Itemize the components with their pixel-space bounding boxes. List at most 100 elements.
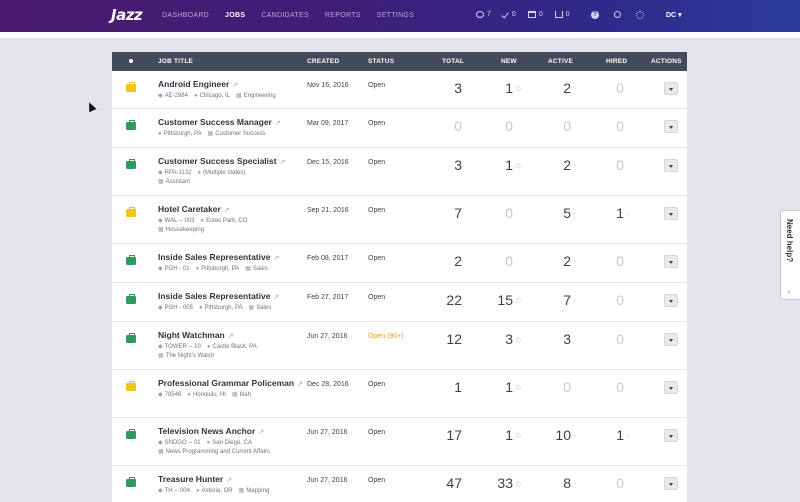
job-title-link[interactable]: Night Watchman ↗ bbox=[158, 330, 234, 340]
row-actions-dropdown[interactable] bbox=[664, 159, 678, 172]
external-link-icon[interactable]: ↗ bbox=[273, 255, 280, 262]
col-new[interactable]: New bbox=[501, 58, 517, 65]
active-count[interactable]: 2 bbox=[563, 157, 571, 173]
external-link-icon[interactable]: ↗ bbox=[226, 477, 233, 484]
row-actions-dropdown[interactable] bbox=[664, 429, 678, 442]
table-row[interactable]: Android Engineer ↗ ◆ AE-2984 ● Chicago, IL ▦ En… bbox=[112, 71, 687, 109]
col-hired[interactable]: Hired bbox=[606, 58, 628, 65]
col-job-title[interactable]: Job Title bbox=[158, 58, 194, 65]
new-count[interactable]: 3 bbox=[505, 331, 513, 347]
row-actions-dropdown[interactable] bbox=[664, 207, 678, 220]
gear-icon[interactable] bbox=[636, 11, 644, 19]
job-title-link[interactable]: Customer Success Specialist ↗ bbox=[158, 156, 285, 166]
new-count[interactable]: 0 bbox=[505, 118, 513, 134]
active-count[interactable]: 8 bbox=[563, 475, 571, 491]
active-count[interactable]: 7 bbox=[563, 292, 571, 308]
row-actions-dropdown[interactable] bbox=[664, 381, 678, 394]
table-row[interactable]: Treasure Hunter ↗ ◆ TH -- 004 ● Astoria, OR ▦ M… bbox=[112, 466, 687, 502]
table-row[interactable]: Customer Success Specialist ↗ ◆ RPA-1132 ● (M… bbox=[112, 148, 687, 196]
active-count[interactable]: 2 bbox=[563, 253, 571, 269]
total-count[interactable]: 22 bbox=[446, 292, 462, 308]
total-count[interactable]: 17 bbox=[446, 427, 462, 443]
nav-item-settings[interactable]: Settings bbox=[376, 12, 415, 19]
job-title-link[interactable]: Television News Anchor ↗ bbox=[158, 426, 264, 436]
new-count[interactable]: 15 bbox=[497, 292, 513, 308]
table-row[interactable]: Night Watchman ↗ ◆ TOWER -- 10 ● Castle Black… bbox=[112, 322, 687, 370]
search-icon[interactable] bbox=[614, 11, 621, 18]
external-link-icon[interactable]: ↗ bbox=[279, 159, 286, 166]
new-count[interactable]: 33 bbox=[497, 475, 513, 491]
active-count[interactable]: 0 bbox=[563, 379, 571, 395]
hired-count[interactable]: 0 bbox=[616, 157, 624, 173]
row-actions-dropdown[interactable] bbox=[664, 333, 678, 346]
table-row[interactable]: Hotel Caretaker ↗ ◆ WAL -- 003 ● Estes Park, … bbox=[112, 196, 687, 244]
external-link-icon[interactable]: ↗ bbox=[223, 207, 230, 214]
job-title-link[interactable]: Inside Sales Representative ↗ bbox=[158, 291, 279, 301]
job-title-link[interactable]: Hotel Caretaker ↗ bbox=[158, 204, 230, 214]
nav-item-jobs[interactable]: Jobs bbox=[225, 12, 246, 19]
need-help-tab[interactable]: Need help? ‹ bbox=[780, 210, 800, 300]
job-title-link[interactable]: Customer Success Manager ↗ bbox=[158, 117, 281, 127]
table-row[interactable]: Professional Grammar Policeman ↗ ◆ 78546 ● Ho… bbox=[112, 370, 687, 418]
total-count[interactable]: 0 bbox=[454, 118, 462, 134]
active-count[interactable]: 2 bbox=[563, 80, 571, 96]
hired-count[interactable]: 0 bbox=[616, 118, 624, 134]
total-count[interactable]: 12 bbox=[446, 331, 462, 347]
active-count[interactable]: 3 bbox=[563, 331, 571, 347]
row-actions-dropdown[interactable] bbox=[664, 120, 678, 133]
total-count[interactable]: 3 bbox=[454, 80, 462, 96]
hired-count[interactable]: 0 bbox=[616, 292, 624, 308]
total-count[interactable]: 47 bbox=[446, 475, 462, 491]
count-eye[interactable]: 7 bbox=[476, 11, 491, 18]
new-count[interactable]: 0 bbox=[505, 205, 513, 221]
hired-count[interactable]: 0 bbox=[616, 80, 624, 96]
job-title-link[interactable]: Professional Grammar Policeman ↗ bbox=[158, 378, 303, 388]
nav-item-candidates[interactable]: Candidates bbox=[261, 12, 309, 19]
new-count[interactable]: 1 bbox=[505, 157, 513, 173]
total-count[interactable]: 1 bbox=[454, 379, 462, 395]
hired-count[interactable]: 0 bbox=[616, 253, 624, 269]
active-count[interactable]: 5 bbox=[563, 205, 571, 221]
count-calendar[interactable]: 0 bbox=[527, 11, 543, 18]
external-link-icon[interactable]: ↗ bbox=[227, 333, 234, 340]
user-menu[interactable]: DC ▾ bbox=[666, 12, 682, 19]
job-title-link[interactable]: Treasure Hunter ↗ bbox=[158, 474, 232, 484]
total-count[interactable]: 7 bbox=[454, 205, 462, 221]
jazz-logo[interactable]: Jazz bbox=[111, 6, 143, 24]
new-count[interactable]: 1 bbox=[505, 379, 513, 395]
hired-count[interactable]: 1 bbox=[616, 205, 624, 221]
hired-count[interactable]: 0 bbox=[616, 379, 624, 395]
external-link-icon[interactable]: ↗ bbox=[258, 429, 265, 436]
new-count[interactable]: 0 bbox=[505, 253, 513, 269]
job-title-link[interactable]: Inside Sales Representative ↗ bbox=[158, 252, 279, 262]
table-row[interactable]: Television News Anchor ↗ ◆ SNDGO -- 01 ● San … bbox=[112, 418, 687, 466]
hired-count[interactable]: 0 bbox=[616, 475, 624, 491]
col-active[interactable]: Active bbox=[548, 58, 574, 65]
job-title-link[interactable]: Android Engineer ↗ bbox=[158, 79, 238, 89]
new-count[interactable]: 1 bbox=[505, 80, 513, 96]
hired-count[interactable]: 1 bbox=[616, 427, 624, 443]
row-actions-dropdown[interactable] bbox=[664, 294, 678, 307]
nav-item-dashboard[interactable]: Dashboard bbox=[162, 12, 210, 19]
col-total[interactable]: Total bbox=[442, 58, 465, 65]
table-row[interactable]: Inside Sales Representative ↗ ◆ PGH - 005 ● P… bbox=[112, 283, 687, 322]
external-link-icon[interactable]: ↗ bbox=[273, 294, 280, 301]
active-count[interactable]: 10 bbox=[555, 427, 571, 443]
col-created[interactable]: Created bbox=[307, 58, 340, 65]
help-icon[interactable]: ? bbox=[591, 11, 599, 19]
table-row[interactable]: Inside Sales Representative ↗ ◆ PGH - 01 ● Pi… bbox=[112, 244, 687, 283]
external-link-icon[interactable]: ↗ bbox=[232, 82, 239, 89]
row-actions-dropdown[interactable] bbox=[664, 477, 678, 490]
nav-item-reports[interactable]: Reports bbox=[324, 12, 361, 19]
count-check[interactable]: 0 bbox=[501, 10, 516, 19]
total-count[interactable]: 2 bbox=[454, 253, 462, 269]
table-row[interactable]: Customer Success Manager ↗ ● Pittsburgh, PA… bbox=[112, 109, 687, 148]
row-actions-dropdown[interactable] bbox=[664, 255, 678, 268]
col-status[interactable]: Status bbox=[368, 58, 395, 65]
external-link-icon[interactable]: ↗ bbox=[297, 381, 303, 388]
new-count[interactable]: 1 bbox=[505, 427, 513, 443]
count-inbox[interactable]: 0 bbox=[554, 11, 570, 18]
row-actions-dropdown[interactable] bbox=[664, 82, 678, 95]
total-count[interactable]: 3 bbox=[454, 157, 462, 173]
hired-count[interactable]: 0 bbox=[616, 331, 624, 347]
